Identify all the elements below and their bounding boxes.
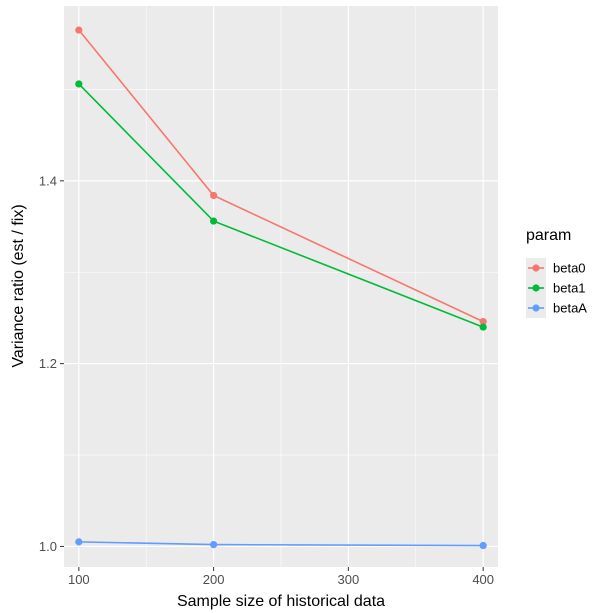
legend-title: param — [526, 227, 571, 244]
data-point-beta1 — [479, 323, 487, 331]
x-axis-title: Sample size of historical data — [177, 593, 385, 610]
legend-key-point — [532, 284, 540, 292]
grid-major — [64, 6, 498, 567]
legend-key-point — [532, 304, 540, 312]
tick-labels: 100 200 300 400 1.0 1.2 1.4 — [39, 173, 494, 587]
data-point-betaA — [75, 538, 83, 546]
legend-key-point — [532, 264, 540, 272]
legend-label: beta0 — [553, 261, 586, 276]
series-betaA — [75, 538, 487, 550]
legend: param beta0 beta1 betaA — [526, 227, 587, 318]
legend-keys: beta0 beta1 betaA — [526, 258, 587, 318]
series-layer — [75, 26, 487, 550]
series-beta0 — [75, 26, 487, 326]
axis-ticks — [60, 180, 484, 571]
data-point-beta0 — [210, 191, 218, 200]
x-tick-label: 200 — [203, 572, 225, 587]
data-point-betaA — [479, 541, 487, 550]
grid-minor — [64, 6, 498, 567]
y-tick-label: 1.4 — [39, 173, 57, 188]
data-point-beta1 — [210, 217, 218, 225]
x-tick-label: 300 — [338, 572, 360, 587]
data-point-beta0 — [479, 317, 487, 326]
legend-label: betaA — [553, 301, 587, 316]
series-beta1 — [75, 80, 487, 331]
y-axis-title: Variance ratio (est / fix) — [10, 204, 27, 367]
x-tick-label: 400 — [472, 572, 494, 587]
y-tick-label: 1.2 — [39, 356, 57, 371]
legend-label: beta1 — [553, 281, 586, 296]
data-point-beta1 — [75, 80, 83, 88]
data-point-beta0 — [75, 26, 83, 34]
data-point-betaA — [210, 541, 218, 549]
x-tick-label: 100 — [68, 572, 90, 587]
y-tick-label: 1.0 — [39, 539, 57, 554]
